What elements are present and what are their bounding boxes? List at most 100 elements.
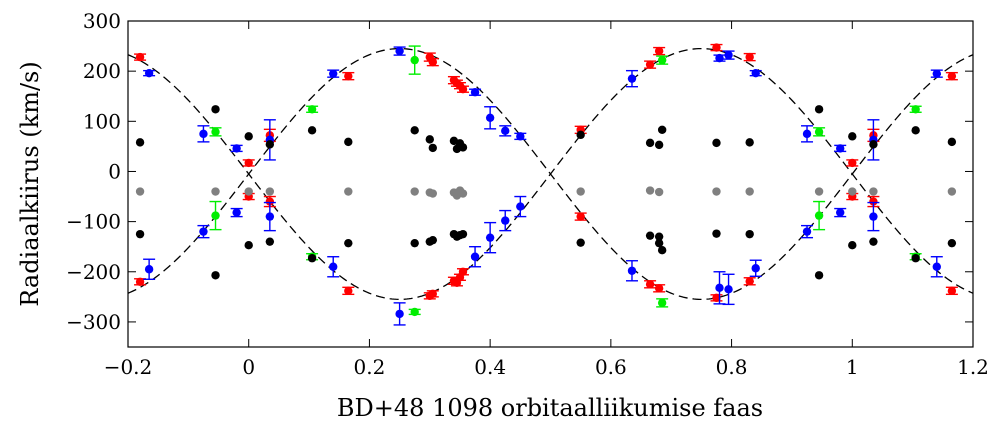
- x-tick-label: 0.2: [354, 355, 386, 379]
- data-point: [712, 187, 721, 196]
- data-point: [751, 68, 760, 78]
- data-point: [458, 189, 468, 198]
- data-point: [144, 68, 154, 78]
- plot-frame: [127, 20, 974, 348]
- data-point: [135, 187, 145, 196]
- data-point: [745, 277, 754, 286]
- data-point: [911, 126, 920, 135]
- data-point: [344, 238, 353, 248]
- x-tick-label: 0.6: [595, 355, 627, 379]
- data-point: [657, 298, 667, 308]
- data-point: [712, 229, 721, 238]
- data-point: [576, 130, 585, 140]
- data-point: [745, 138, 754, 147]
- data-point: [932, 69, 941, 78]
- data-point: [645, 138, 655, 148]
- data-point: [947, 238, 957, 248]
- data-point: [211, 187, 220, 196]
- data-point: [458, 85, 468, 94]
- data-point: [232, 144, 241, 153]
- model-curve: [127, 47, 974, 301]
- data-point: [410, 307, 419, 317]
- data-point: [307, 126, 317, 135]
- data-point: [947, 137, 957, 147]
- data-point: [428, 57, 438, 67]
- data-point: [712, 43, 721, 52]
- data-point: [645, 280, 655, 289]
- data-point: [211, 127, 220, 137]
- data-point: [135, 229, 145, 239]
- data-point: [329, 69, 338, 78]
- data-point: [654, 140, 664, 150]
- data-point: [645, 231, 655, 240]
- data-point: [232, 208, 241, 217]
- x-tick-label: 0: [242, 355, 255, 379]
- y-tick-label: −300: [66, 310, 121, 334]
- data-point: [410, 55, 419, 65]
- series-group: [143, 46, 943, 326]
- data-point: [395, 309, 404, 319]
- x-tick-label: 1.2: [957, 355, 989, 379]
- data-point: [911, 254, 920, 263]
- data-point: [344, 137, 353, 147]
- series-group: [209, 45, 922, 317]
- data-point: [836, 144, 845, 153]
- data-point: [501, 126, 510, 136]
- data-point: [654, 284, 664, 293]
- y-tick-labels: −300 −200 −100 0 100 200 300: [66, 9, 121, 334]
- y-tick-label: 100: [83, 109, 121, 133]
- data-point: [724, 50, 733, 60]
- data-point: [410, 238, 419, 248]
- data-point: [848, 187, 857, 196]
- data-point: [657, 246, 667, 255]
- data-point: [802, 129, 812, 139]
- data-point: [627, 74, 637, 83]
- data-point: [712, 293, 721, 303]
- data-point: [654, 238, 664, 248]
- axis-ticks: [127, 20, 974, 347]
- data-point: [428, 189, 438, 198]
- data-point: [869, 140, 878, 149]
- data-point: [848, 132, 857, 141]
- x-tick-label: −0.2: [104, 355, 153, 379]
- y-tick-label: 0: [108, 159, 121, 183]
- data-point: [869, 212, 878, 221]
- data-point: [244, 158, 253, 168]
- data-point: [814, 211, 824, 220]
- data-point: [576, 212, 585, 221]
- data-point: [135, 52, 145, 62]
- data-point: [516, 132, 525, 141]
- data-point: [428, 289, 438, 299]
- data-point: [211, 271, 220, 280]
- data-point: [244, 132, 253, 141]
- data-point: [947, 286, 957, 296]
- data-point: [501, 216, 510, 225]
- data-point: [932, 262, 941, 271]
- data-point: [947, 187, 957, 196]
- data-point: [265, 197, 275, 206]
- data-point: [211, 211, 220, 220]
- data-point: [344, 187, 353, 196]
- series-group: [135, 105, 957, 280]
- data-point: [911, 105, 920, 114]
- data-point: [869, 187, 878, 196]
- y-axis-label: Radiaalkiirus (km/s): [16, 61, 44, 306]
- data-point: [715, 53, 724, 63]
- series-group: [134, 43, 958, 303]
- data-point: [654, 232, 664, 241]
- x-tick-label: 0.4: [474, 355, 506, 379]
- data-point: [428, 235, 438, 245]
- data-point: [814, 105, 824, 114]
- x-tick-label: 0.8: [716, 355, 748, 379]
- data-point: [802, 227, 812, 236]
- data-point: [627, 266, 637, 275]
- data-point: [135, 138, 145, 147]
- data-point: [307, 105, 317, 114]
- data-point: [836, 208, 845, 217]
- data-point: [485, 113, 495, 122]
- data-points: [134, 43, 958, 326]
- x-tick-label: 1: [846, 355, 859, 379]
- data-point: [265, 140, 275, 149]
- data-point: [724, 285, 733, 294]
- data-point: [265, 187, 275, 196]
